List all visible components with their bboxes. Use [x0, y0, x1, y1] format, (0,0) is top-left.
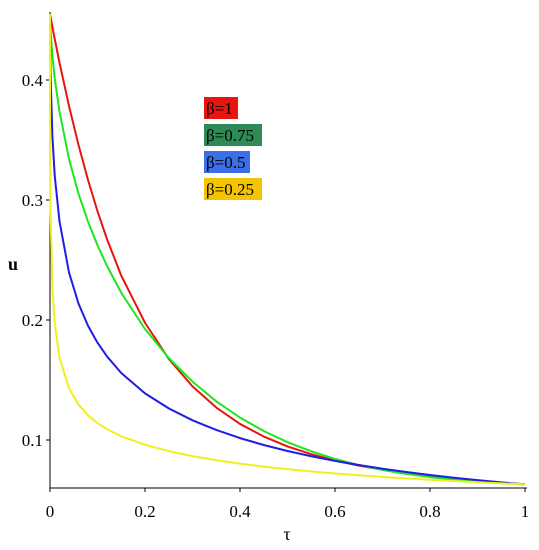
series-line [49, 13, 526, 486]
x-tick-label: 0.8 [419, 502, 440, 521]
legend-label: β=1 [206, 99, 233, 118]
x-tick-label: 0 [46, 502, 55, 521]
y-axis-ticks: 0.1 0.2 0.3 0.4 [22, 71, 50, 450]
series-line [49, 13, 526, 486]
x-tick-label: 0.6 [324, 502, 345, 521]
legend-label: β=0.75 [206, 126, 254, 145]
legend-label: β=0.5 [206, 153, 246, 172]
x-tick-label: 1 [521, 502, 530, 521]
y-tick-label: 0.1 [22, 431, 43, 450]
x-axis-label: τ [283, 524, 290, 544]
legend-swatch [204, 97, 238, 119]
legend: β=1 β=0.75 β=0.5 β=0.25 [204, 97, 262, 200]
x-axis-ticks: 0 0.2 0.4 0.6 0.8 1 [46, 488, 530, 521]
axes [49, 12, 527, 489]
y-tick-label: 0.2 [22, 311, 43, 330]
y-axis-label: u [8, 254, 18, 274]
series-layer [49, 13, 526, 486]
series-line [49, 13, 526, 486]
legend-swatch [204, 124, 262, 146]
y-tick-label: 0.3 [22, 191, 43, 210]
series-line [49, 13, 526, 486]
legend-label: β=0.25 [206, 180, 254, 199]
legend-swatch [204, 151, 250, 173]
legend-swatch [204, 178, 262, 200]
y-tick-label: 0.4 [22, 71, 44, 90]
x-tick-label: 0.2 [134, 502, 155, 521]
x-tick-label: 0.4 [229, 502, 251, 521]
